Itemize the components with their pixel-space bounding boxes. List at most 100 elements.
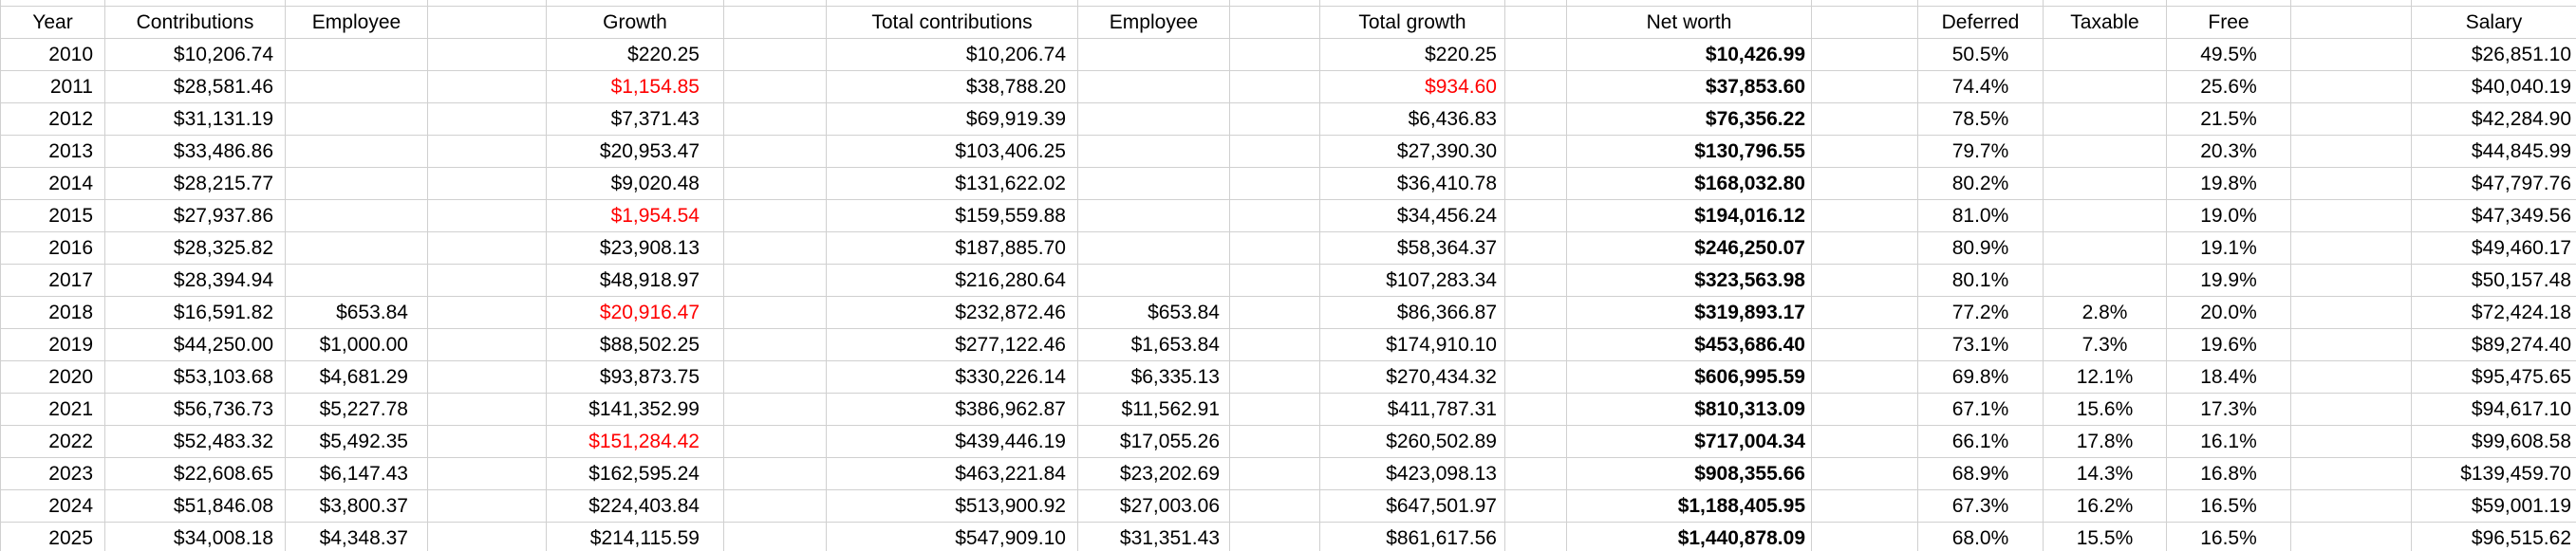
cell[interactable] — [1078, 103, 1230, 136]
cell[interactable] — [2044, 232, 2167, 265]
cell[interactable]: 2025 — [1, 523, 105, 551]
cell[interactable]: $93,873.75 — [547, 361, 724, 394]
cell[interactable]: $5,492.35 — [286, 426, 428, 458]
cell[interactable]: $94,617.10 — [2412, 394, 2576, 426]
cell[interactable] — [286, 232, 428, 265]
cell[interactable] — [1078, 265, 1230, 297]
cell[interactable]: $99,608.58 — [2412, 426, 2576, 458]
column-header[interactable]: Salary — [2412, 7, 2576, 39]
cell[interactable] — [428, 103, 547, 136]
cell[interactable] — [724, 329, 827, 361]
cell[interactable] — [1505, 232, 1567, 265]
cell[interactable] — [1230, 458, 1320, 490]
cell[interactable]: $216,280.64 — [827, 265, 1078, 297]
cell[interactable]: $10,426.99 — [1567, 39, 1812, 71]
cell[interactable] — [724, 426, 827, 458]
cell[interactable]: 68.0% — [1918, 523, 2044, 551]
cell[interactable]: 25.6% — [2167, 71, 2291, 103]
cell[interactable]: 2016 — [1, 232, 105, 265]
cell[interactable] — [1230, 136, 1320, 168]
cell[interactable]: $69,919.39 — [827, 103, 1078, 136]
cell[interactable] — [1078, 168, 1230, 200]
cell[interactable]: 14.3% — [2044, 458, 2167, 490]
cell[interactable]: $162,595.24 — [547, 458, 724, 490]
cell[interactable]: $47,797.76 — [2412, 168, 2576, 200]
cell[interactable] — [2291, 232, 2412, 265]
cell[interactable]: $89,274.40 — [2412, 329, 2576, 361]
cell[interactable] — [286, 265, 428, 297]
cell[interactable] — [724, 200, 827, 232]
column-header[interactable]: Total contributions — [827, 7, 1078, 39]
cell[interactable]: $130,796.55 — [1567, 136, 1812, 168]
cell[interactable]: $27,937.86 — [105, 200, 286, 232]
cell[interactable]: 73.1% — [1918, 329, 2044, 361]
cell[interactable]: $44,250.00 — [105, 329, 286, 361]
cell[interactable] — [1230, 490, 1320, 523]
cell[interactable]: $11,562.91 — [1078, 394, 1230, 426]
cell[interactable]: $463,221.84 — [827, 458, 1078, 490]
cell[interactable]: $174,910.10 — [1320, 329, 1505, 361]
cell[interactable] — [1230, 361, 1320, 394]
cell[interactable] — [2044, 168, 2167, 200]
cell[interactable] — [1812, 103, 1918, 136]
column-header[interactable]: Contributions — [105, 7, 286, 39]
cell[interactable] — [2291, 426, 2412, 458]
cell[interactable] — [1078, 200, 1230, 232]
cell[interactable]: $42,284.90 — [2412, 103, 2576, 136]
cell[interactable] — [1812, 329, 1918, 361]
cell[interactable] — [1505, 394, 1567, 426]
cell[interactable] — [428, 71, 547, 103]
cell[interactable] — [428, 168, 547, 200]
cell[interactable] — [2044, 200, 2167, 232]
cell[interactable] — [1230, 394, 1320, 426]
cell[interactable]: $131,622.02 — [827, 168, 1078, 200]
cell[interactable] — [1812, 200, 1918, 232]
cell[interactable] — [1230, 39, 1320, 71]
cell[interactable] — [1812, 523, 1918, 551]
cell[interactable]: $513,900.92 — [827, 490, 1078, 523]
cell[interactable]: $72,424.18 — [2412, 297, 2576, 329]
cell[interactable] — [428, 523, 547, 551]
cell[interactable] — [428, 232, 547, 265]
cell[interactable]: $1,954.54 — [547, 200, 724, 232]
cell[interactable] — [724, 490, 827, 523]
cell[interactable]: 17.8% — [2044, 426, 2167, 458]
cell[interactable] — [1812, 426, 1918, 458]
cell[interactable]: $36,410.78 — [1320, 168, 1505, 200]
cell[interactable]: 19.1% — [2167, 232, 2291, 265]
column-header[interactable] — [1230, 7, 1320, 39]
cell[interactable] — [1505, 523, 1567, 551]
cell[interactable]: $4,681.29 — [286, 361, 428, 394]
cell[interactable] — [1230, 265, 1320, 297]
cell[interactable]: 67.3% — [1918, 490, 2044, 523]
cell[interactable] — [1812, 490, 1918, 523]
cell[interactable] — [1230, 200, 1320, 232]
cell[interactable]: $187,885.70 — [827, 232, 1078, 265]
cell[interactable]: 16.5% — [2167, 523, 2291, 551]
cell[interactable] — [1812, 394, 1918, 426]
cell[interactable]: $151,284.42 — [547, 426, 724, 458]
cell[interactable]: $44,845.99 — [2412, 136, 2576, 168]
cell[interactable]: $23,908.13 — [547, 232, 724, 265]
cell[interactable] — [2291, 136, 2412, 168]
cell[interactable]: $56,736.73 — [105, 394, 286, 426]
cell[interactable]: 21.5% — [2167, 103, 2291, 136]
cell[interactable]: $168,032.80 — [1567, 168, 1812, 200]
cell[interactable]: $40,040.19 — [2412, 71, 2576, 103]
cell[interactable]: $9,020.48 — [547, 168, 724, 200]
cell[interactable]: 81.0% — [1918, 200, 2044, 232]
cell[interactable]: 15.5% — [2044, 523, 2167, 551]
column-header[interactable]: Free — [2167, 7, 2291, 39]
cell[interactable] — [1230, 103, 1320, 136]
cell[interactable]: $28,581.46 — [105, 71, 286, 103]
cell[interactable]: $31,351.43 — [1078, 523, 1230, 551]
cell[interactable]: $159,559.88 — [827, 200, 1078, 232]
cell[interactable]: $49,460.17 — [2412, 232, 2576, 265]
cell[interactable]: 16.8% — [2167, 458, 2291, 490]
cell[interactable]: 2.8% — [2044, 297, 2167, 329]
cell[interactable]: $453,686.40 — [1567, 329, 1812, 361]
cell[interactable]: $1,000.00 — [286, 329, 428, 361]
cell[interactable]: 2024 — [1, 490, 105, 523]
cell[interactable] — [1230, 297, 1320, 329]
cell[interactable] — [2291, 490, 2412, 523]
